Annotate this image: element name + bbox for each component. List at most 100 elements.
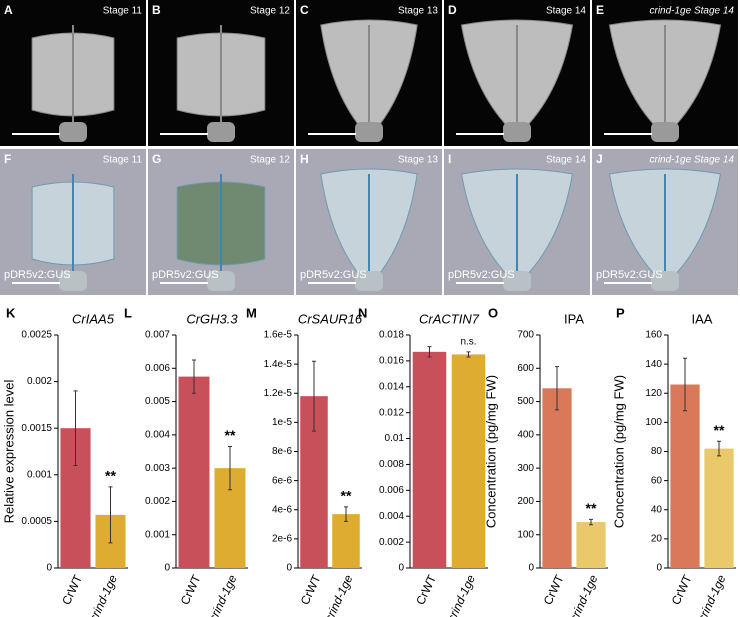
chart-title: IPA	[564, 311, 584, 326]
chart-title: CrGH3.3	[186, 311, 238, 326]
x-tick-label: CrWT	[178, 572, 204, 607]
panel-letter: A	[4, 3, 13, 17]
y-tick-label: 120	[645, 388, 662, 399]
receptacle	[651, 122, 679, 142]
y-tick-label: 0.005	[145, 396, 170, 407]
reporter-label: pDR5v2:GUS	[300, 269, 367, 281]
x-tick-label: CrWT	[669, 572, 695, 607]
y-tick-label: 1e-5	[272, 417, 292, 428]
y-tick-label: 4e-6	[272, 504, 292, 515]
error-bar	[683, 357, 687, 412]
panel-letter: H	[300, 152, 309, 166]
bar	[542, 388, 572, 568]
y-tick-label: 500	[517, 396, 534, 407]
y-tick-label: 20	[651, 534, 663, 545]
y-tick-label: 1.4e-5	[264, 359, 293, 370]
panel-letter: C	[300, 3, 309, 17]
error-bar	[312, 360, 316, 432]
x-tick-label: crind-1ge	[695, 572, 729, 617]
stage-label: Stage 13	[398, 6, 438, 17]
panel-letter: B	[152, 3, 161, 17]
y-tick-label: 0.018	[379, 330, 404, 341]
x-tick-label: crind-1ge	[444, 572, 478, 617]
y-tick-label: 0.0005	[21, 516, 52, 527]
y-tick-label: 0.001	[27, 469, 52, 480]
y-tick-label: 0	[656, 563, 662, 574]
y-tick-label: 0.001	[145, 529, 170, 540]
receptacle	[59, 122, 87, 142]
significance: **	[105, 468, 116, 484]
stage-label: Stage 13	[398, 155, 438, 166]
receptacle	[207, 271, 235, 291]
panel-letter: D	[448, 3, 457, 17]
significance: **	[714, 422, 725, 438]
x-tick-label: crind-1ge	[86, 572, 120, 617]
y-tick-label: 6e-6	[272, 475, 292, 486]
error-bar	[589, 518, 593, 526]
error-bar	[344, 506, 348, 522]
y-tick-label: 0.014	[379, 381, 404, 392]
bar	[332, 514, 360, 568]
y-tick-label: 0.01	[385, 433, 405, 444]
y-tick-label: 0.002	[27, 376, 52, 387]
y-tick-label: 0.003	[145, 463, 170, 474]
receptacle	[503, 271, 531, 291]
y-tick-label: 400	[517, 429, 534, 440]
y-axis-label: Relative expression level	[1, 379, 16, 523]
x-tick-label: CrWT	[298, 572, 324, 607]
x-tick-label: CrWT	[413, 572, 439, 607]
significance: **	[225, 427, 236, 443]
panel-letter: J	[596, 152, 603, 166]
reporter-label: pDR5v2:GUS	[448, 269, 515, 281]
panel-letter: G	[152, 152, 161, 166]
y-tick-label: 0.006	[379, 485, 404, 496]
y-tick-label: 0	[528, 563, 534, 574]
chart-title: CrSAUR16	[298, 311, 363, 326]
x-tick-label: CrWT	[59, 572, 85, 607]
error-bar	[427, 346, 432, 358]
y-tick-label: 0.012	[379, 407, 404, 418]
y-tick-label: 2e-6	[272, 534, 292, 545]
panel-letter: L	[124, 305, 132, 320]
y-tick-label: 0.004	[379, 511, 404, 522]
significance: n.s.	[460, 336, 476, 347]
error-bar	[192, 359, 196, 394]
bar	[576, 522, 606, 568]
y-tick-label: 0.002	[145, 496, 170, 507]
receptacle	[207, 122, 235, 142]
receptacle	[503, 122, 531, 142]
stage-label: crind-1ge Stage 14	[649, 6, 734, 17]
bar	[451, 354, 486, 568]
y-tick-label: 1.6e-5	[264, 330, 293, 341]
chart-title: IAA	[692, 311, 713, 326]
panel-letter: N	[358, 305, 367, 320]
y-tick-label: 0.016	[379, 356, 404, 367]
y-tick-label: 60	[651, 475, 663, 486]
y-tick-label: 200	[517, 496, 534, 507]
y-tick-label: 140	[645, 359, 662, 370]
y-tick-label: 0.006	[145, 363, 170, 374]
receptacle	[651, 271, 679, 291]
x-tick-label: crind-1ge	[567, 572, 601, 617]
bar	[704, 448, 734, 568]
y-tick-label: 80	[651, 446, 663, 457]
panel-letter: E	[596, 3, 604, 17]
y-tick-label: 0.0015	[21, 423, 52, 434]
receptacle	[355, 122, 383, 142]
y-tick-label: 0	[164, 563, 170, 574]
stage-label: Stage 12	[250, 155, 290, 166]
bar	[178, 376, 210, 568]
error-bar	[73, 390, 78, 466]
chart-title: CrACTIN7	[419, 311, 480, 326]
y-tick-label: 0.002	[379, 537, 404, 548]
significance: **	[586, 500, 597, 516]
x-tick-label: CrWT	[541, 572, 567, 607]
panel-letter: I	[448, 152, 451, 166]
significance: **	[341, 488, 352, 504]
y-tick-label: 0	[286, 563, 292, 574]
y-tick-label: 0.0025	[21, 330, 52, 341]
error-bar	[466, 351, 471, 358]
y-tick-label: 0	[398, 563, 404, 574]
y-tick-label: 600	[517, 363, 534, 374]
